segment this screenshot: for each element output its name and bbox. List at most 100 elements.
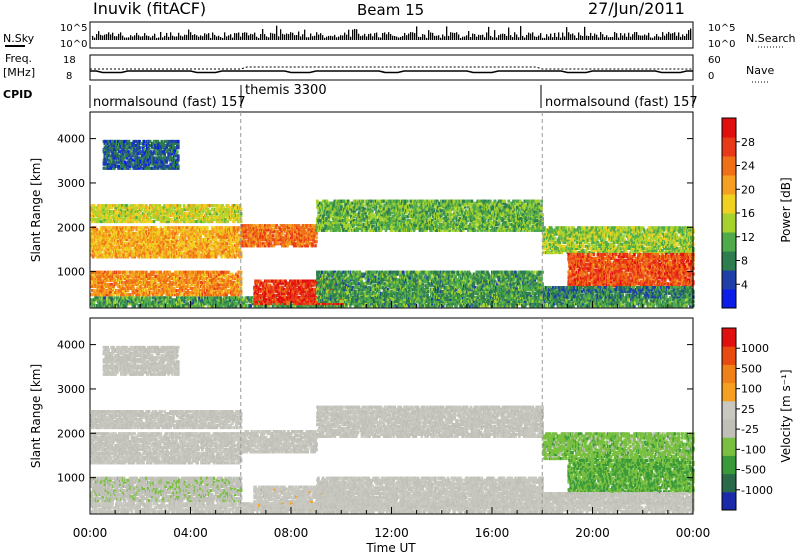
freq-tick-bottom: 8 (66, 71, 72, 82)
nsky-bar (298, 31, 299, 40)
nsearch-tick-bottom: 10^0 (708, 39, 735, 50)
nsky-bar (144, 33, 145, 40)
nsky-bar (302, 34, 303, 40)
nsky-bar (134, 35, 135, 40)
nsky-bar (504, 34, 505, 40)
nsky-bar (506, 36, 507, 40)
nsky-bar (644, 34, 645, 40)
scatter-cell-band-2 (221, 226, 224, 229)
nsky-bar (100, 35, 101, 40)
nsky-bar (550, 34, 551, 40)
nsky-bar (544, 38, 545, 40)
nsky-bar (178, 33, 179, 40)
nsky-bar (542, 38, 543, 40)
nsky-bar (482, 35, 483, 40)
nsky-bar (406, 35, 407, 40)
nsky-bar (242, 33, 243, 40)
nsky-bar (202, 36, 203, 40)
nsky-bar (270, 33, 271, 40)
nsky-bar (212, 32, 213, 40)
nsky-bar (658, 36, 659, 40)
nsky-bar (620, 33, 621, 40)
nsky-bar (636, 32, 637, 40)
nsky-bar (688, 30, 689, 40)
nsky-bar (628, 33, 629, 40)
nsky-bar (396, 37, 397, 40)
nsky-bar (534, 36, 535, 40)
nsky-bar (546, 34, 547, 40)
nsky-bar (446, 26, 447, 40)
nsky-bar (484, 37, 485, 40)
nsky-bar (468, 31, 469, 40)
nsky-bar (592, 36, 593, 40)
nsky-bar (654, 36, 655, 40)
nsky-bar (248, 35, 249, 40)
nsky-label: N.Sky (3, 32, 35, 45)
nsky-bar (686, 34, 687, 40)
nsky-tick-bottom: 10^0 (60, 39, 87, 50)
nsky-bar (138, 35, 139, 40)
nsky-bar (452, 33, 453, 40)
nsky-bar (316, 32, 317, 40)
nsky-bar (120, 32, 121, 40)
nsky-bar (602, 34, 603, 40)
nsky-bar (614, 32, 615, 40)
nsky-bar (436, 36, 437, 40)
nsky-bar (210, 38, 211, 40)
nsky-bar (170, 32, 171, 40)
nsky-bar (196, 35, 197, 40)
nsky-bar (128, 37, 129, 40)
nsky-bar (426, 38, 427, 40)
nsky-bar (290, 32, 291, 40)
nsky-bars (92, 26, 691, 40)
nsky-bar (632, 34, 633, 40)
nsky-bar (116, 36, 117, 40)
nsky-bar (276, 26, 277, 40)
nsky-bar (474, 34, 475, 40)
nsky-bar (616, 33, 617, 40)
freq-label: Freq. (5, 52, 32, 65)
nsky-bar (678, 32, 679, 40)
nsky-bar (394, 36, 395, 40)
nsky-bar (670, 34, 671, 40)
nsky-bar (296, 35, 297, 40)
nsky-bar (346, 35, 347, 40)
nsky-bar (154, 34, 155, 40)
station-title: Inuvik (fitACF) (93, 0, 206, 18)
nsky-bar (132, 37, 133, 40)
nsky-bar (168, 37, 169, 40)
scatter-cell-band-0 (245, 304, 248, 307)
nsky-bar (272, 33, 273, 40)
nsky-bar (344, 33, 345, 40)
nsky-bar (456, 32, 457, 40)
nsky-bar (266, 36, 267, 40)
nsky-bar (238, 32, 239, 40)
nsky-bar (480, 35, 481, 40)
nsky-bar (454, 33, 455, 40)
nsky-bar (570, 34, 571, 40)
nsky-bar (228, 35, 229, 40)
nsky-bar (294, 35, 295, 40)
nsky-panel: N.Sky 10^5 10^0 10^5 10^0 N.Search (3, 22, 796, 50)
scatter-cell-band-2 (176, 236, 179, 239)
nsky-bar (486, 32, 487, 40)
nsky-bar (176, 36, 177, 40)
nsky-bar (390, 34, 391, 40)
nsky-bar (640, 36, 641, 40)
nsky-bar (320, 33, 321, 40)
nsky-bar (314, 36, 315, 40)
nsky-bar (494, 30, 495, 40)
nsky-bar (174, 37, 175, 40)
nsky-bar (264, 34, 265, 40)
nsky-bar (492, 37, 493, 40)
nsky-bar (198, 37, 199, 40)
nsky-bar (630, 37, 631, 40)
power-scatter (90, 140, 695, 307)
nsky-bar (126, 38, 127, 40)
nsky-bar (558, 32, 559, 40)
nsky-bar (292, 33, 293, 40)
nsky-bar (104, 35, 105, 40)
nsky-bar (380, 37, 381, 40)
nsky-bar (478, 35, 479, 40)
nsky-bar (432, 33, 433, 40)
